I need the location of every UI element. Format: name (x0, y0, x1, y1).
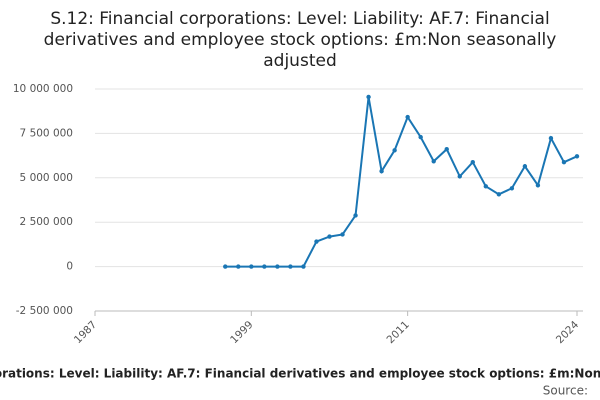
data-point (249, 264, 254, 269)
data-point (522, 164, 528, 169)
data-point (275, 264, 280, 269)
data-point (288, 264, 293, 269)
data-point (483, 184, 489, 189)
data-point (223, 264, 228, 269)
data-point (236, 264, 241, 269)
x-tick-label: 1987 (72, 319, 99, 346)
y-tick-label: 7 500 000 (20, 127, 73, 139)
y-tick-label: 5 000 000 (20, 172, 73, 184)
data-point (392, 148, 397, 153)
data-point (262, 264, 267, 269)
data-point (366, 94, 371, 100)
data-point (379, 169, 384, 174)
y-tick-label: 10 000 000 (13, 83, 73, 95)
x-tick-label: 2011 (385, 319, 412, 346)
y-tick-label: 2 500 000 (20, 216, 73, 228)
data-point (457, 174, 462, 179)
data-point (509, 186, 515, 191)
chart-title: derivatives and employee stock options: … (44, 30, 557, 50)
y-tick-label: -2 500 000 (16, 305, 73, 317)
data-point (431, 159, 436, 164)
data-point (353, 213, 358, 218)
data-point (444, 147, 449, 152)
source: Source: (543, 384, 588, 398)
data-point (301, 264, 306, 269)
data-point (574, 154, 580, 159)
x-tick-label: 2024 (554, 319, 582, 347)
data-point (496, 192, 502, 197)
data-point (470, 159, 475, 165)
chart-title: adjusted (263, 51, 336, 71)
data-point (418, 134, 423, 140)
x-axis-label: S.12: Financial corporations: Level: Lia… (0, 367, 600, 381)
data-point (405, 114, 410, 120)
series-line (225, 96, 578, 268)
y-tick-label: 0 (66, 261, 73, 273)
data-point (327, 234, 332, 239)
data-point (535, 183, 541, 188)
data-point (548, 135, 554, 141)
data-point (340, 232, 345, 237)
data-point (561, 159, 567, 165)
chart-title: S.12: Financial corporations: Level: Lia… (50, 9, 549, 29)
x-tick-label: 1999 (228, 319, 255, 346)
data-point (314, 239, 319, 244)
